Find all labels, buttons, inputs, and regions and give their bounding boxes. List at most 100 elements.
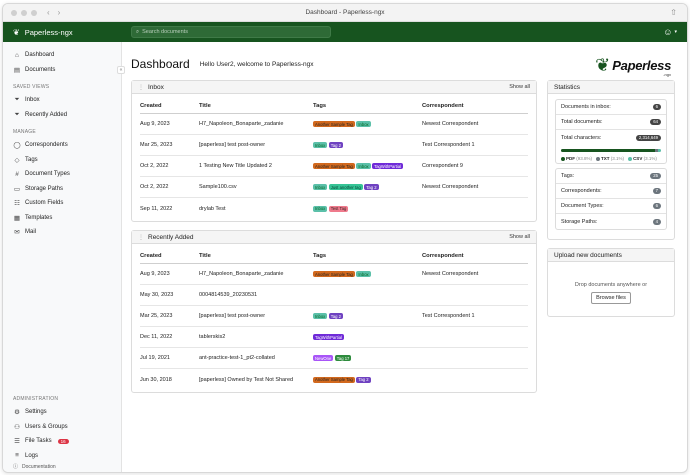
sidebar-item-inbox[interactable]: ⏷ Inbox	[3, 93, 121, 108]
table-row[interactable]: Dec 11, 2022 tablerskis2 TagWithPartial	[140, 327, 528, 348]
cell-created: Jun 30, 2018	[140, 376, 172, 383]
window-titlebar: ‹ › Dashboard - Paperless-ngx ⇧	[3, 4, 687, 22]
sidebar-item-logs[interactable]: ≡ Logs	[3, 449, 121, 464]
file-type-bar	[561, 149, 661, 152]
sidebar-item-document-types[interactable]: # Document Types	[3, 167, 121, 182]
tag-badge[interactable]: Inbox	[356, 163, 371, 169]
tag-badge[interactable]: Tag 2	[356, 376, 371, 383]
table-header-row: Created Title Tags Correspondent	[140, 98, 528, 114]
table-row[interactable]: Mar 25, 2023 [paperless] test post-owner I…	[140, 135, 528, 156]
tag-badge[interactable]: Another Sample Tag	[313, 163, 355, 169]
documentation-label: Documentation	[22, 463, 56, 470]
sidebar-item-custom-fields[interactable]: ☷ Custom Fields	[3, 196, 121, 211]
tag-badge[interactable]: TagWithPartial	[313, 334, 344, 340]
upload-hint: Drop documents anywhere or	[574, 282, 648, 288]
tag-badge[interactable]: Another Sample Tag	[313, 121, 355, 127]
inbox-show-all-link[interactable]: Show all	[509, 84, 530, 90]
sidebar-item-label: Templates	[25, 214, 53, 221]
tag-badge[interactable]: Tag 2	[364, 184, 379, 190]
sidebar-item-label: Custom Fields	[25, 200, 64, 207]
sidebar-collapse-button[interactable]: «	[117, 66, 125, 74]
table-row[interactable]: Oct 2, 2022 1 Testing New Title Updated 2…	[140, 156, 528, 177]
table-row[interactable]: Aug 9, 2023 H7_Napoleon_Bonaparte_zadanie…	[140, 114, 528, 135]
tag-badge[interactable]: Tag 2	[328, 142, 343, 148]
stat-row: Tags: 25	[556, 169, 666, 184]
table-row[interactable]: Mar 25, 2023 [paperless] test post-owner I…	[140, 306, 528, 327]
back-arrow-icon[interactable]: ‹	[47, 8, 50, 17]
maximize-dot[interactable]	[31, 9, 37, 16]
legend-label: PDF	[566, 156, 575, 161]
inbox-widget-title: Inbox	[148, 83, 164, 91]
leaf-logo-icon: ❦	[595, 55, 611, 75]
minimize-dot[interactable]	[21, 9, 27, 16]
tag-badge[interactable]: Another Sample Tag	[313, 271, 355, 277]
ui-radios-icon: ☷	[14, 200, 20, 208]
inbox-table: Created Title Tags Correspondent Aug 9, …	[132, 94, 536, 221]
table-row[interactable]: Jul 19, 2021 ant-practice-test-1_pt2-coll…	[140, 348, 528, 369]
stat-value-badge: 4	[652, 218, 661, 225]
tag-badge[interactable]: NewOne	[313, 355, 334, 361]
sidebar-item-templates[interactable]: ▦ Templates	[3, 211, 121, 226]
tag-badge[interactable]: Inbox	[313, 184, 328, 190]
tag-badge[interactable]: Inbox	[313, 313, 328, 319]
folder-icon: ▭	[13, 185, 21, 193]
user-menu-button[interactable]: ☺ ▾	[663, 27, 677, 37]
cell-created: May 30, 2023	[140, 292, 174, 298]
close-dot[interactable]	[11, 9, 17, 16]
documentation-link[interactable]: ⓘ Documentation	[3, 460, 121, 472]
upload-dropzone[interactable]: Drop documents anywhere or Browse files	[548, 262, 674, 316]
stat-value-badge: 25	[650, 173, 661, 179]
welcome-text: Hello User2, welcome to Paperless-ngx	[199, 60, 314, 68]
tag-badge[interactable]: Just another tag	[328, 184, 363, 190]
stat-value-badge: 7	[652, 188, 661, 194]
search-input[interactable]	[142, 29, 323, 35]
sidebar-item-mail[interactable]: ✉ Mail	[3, 225, 121, 240]
sidebar-item-recently-added[interactable]: ⏷ Recently Added	[3, 108, 121, 123]
leaf-logo-icon: ❦	[13, 27, 20, 37]
tag-badge[interactable]: Tag 17	[334, 355, 352, 361]
tag-badge[interactable]: Tag 2	[328, 313, 343, 319]
sidebar-item-tags[interactable]: ◇ Tags	[3, 153, 121, 168]
share-icon[interactable]: ⇧	[670, 8, 677, 17]
forward-arrow-icon[interactable]: ›	[57, 8, 61, 17]
sidebar-item-storage-paths[interactable]: ▭ Storage Paths	[3, 182, 121, 197]
people-icon: ⚇	[14, 423, 20, 431]
table-row[interactable]: Jun 30, 2018 [paperless] Owned by Test No…	[140, 369, 528, 390]
cell-correspondent: Test Correspondent 1	[422, 313, 475, 319]
sidebar-item-file-tasks[interactable]: ☰ File Tasks 16	[3, 434, 121, 449]
col-title: Title	[199, 102, 211, 109]
window-title: Dashboard - Paperless-ngx	[305, 9, 385, 16]
tag-badge[interactable]: Inbox	[313, 142, 328, 148]
stat-value-badge: 6	[652, 104, 661, 110]
sidebar-item-users-groups[interactable]: ⚇ Users & Groups	[3, 420, 121, 435]
tag-badge[interactable]: Inbox	[356, 121, 371, 127]
table-row[interactable]: Oct 2, 2022 Sample100.csv Inbox Just anothe…	[140, 177, 528, 198]
drag-handle-icon[interactable]: ⋮	[138, 234, 144, 241]
sidebar-item-label: Correspondents	[25, 142, 68, 149]
window-controls[interactable]	[11, 9, 37, 16]
recent-show-all-link[interactable]: Show all	[509, 234, 530, 240]
table-row[interactable]: Aug 9, 2023 H7_Napoleon_Bonaparte_zadanie…	[140, 264, 528, 285]
app-brand[interactable]: ❦ Paperless-ngx	[13, 28, 131, 37]
browse-files-button[interactable]: Browse files	[591, 292, 631, 304]
cell-tags: Another Sample Tag Inbox	[313, 121, 422, 127]
tag-badge[interactable]: Inbox	[356, 271, 371, 277]
sidebar-item-dashboard[interactable]: ⌂ Dashboard	[3, 48, 121, 63]
tag-badge[interactable]: Inbox	[313, 205, 328, 212]
sidebar-item-documents[interactable]: ▤ Documents	[3, 63, 121, 78]
sidebar-item-correspondents[interactable]: ◯ Correspondents	[3, 138, 121, 153]
cell-created: Mar 25, 2023	[140, 313, 173, 319]
stat-value-badge: 2,314,649	[635, 134, 661, 141]
recently-added-table: Created Title Tags Correspondent Aug 9, …	[132, 244, 536, 392]
table-header-row: Created Title Tags Correspondent	[140, 248, 528, 264]
inbox-widget: ⋮ Inbox Show all Created Title Tags Corr…	[131, 80, 537, 222]
drag-handle-icon[interactable]: ⋮	[138, 84, 144, 91]
cell-title: Sample100.csv	[199, 184, 237, 190]
tag-badge[interactable]: Test Tag	[328, 205, 349, 212]
tag-badge[interactable]: Another Sample Tag	[313, 376, 355, 383]
tag-badge[interactable]: TagWithPartial	[372, 163, 404, 169]
page-title: Dashboard	[131, 57, 190, 71]
sidebar-item-settings[interactable]: ⚙ Settings	[3, 405, 121, 420]
table-row[interactable]: May 30, 2023 0004814539_20230531	[140, 285, 528, 306]
table-row[interactable]: Sep 11, 2022 drylab Test Inbox Test Tag	[140, 198, 528, 219]
